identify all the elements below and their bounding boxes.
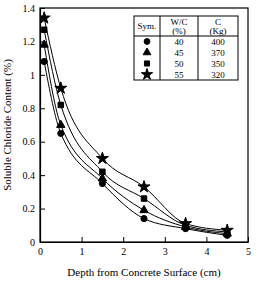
tick-mark: [40, 108, 45, 109]
tick-label: 1: [80, 246, 85, 257]
tick: 5: [246, 237, 251, 257]
legend-label: 45: [175, 48, 185, 58]
tick-mark: [248, 237, 249, 242]
marker: [96, 152, 108, 163]
tick-label: 5: [246, 246, 251, 257]
tick-mark: [40, 242, 45, 243]
tick: 1: [30, 70, 45, 81]
series-line: [44, 61, 227, 235]
plot: 01234500.20.40.60.811.21.4Sym.W/C(%)C(Kg…: [23, 3, 252, 257]
legend-header: Sym.: [138, 21, 157, 31]
legend-box: [134, 16, 238, 80]
legend-symbol: [144, 61, 149, 66]
tick-mark: [40, 8, 45, 9]
tick: 3: [163, 237, 168, 257]
tick: 1: [80, 237, 85, 257]
tick-label: 0.8: [23, 103, 36, 114]
tick-label: 0.2: [23, 203, 36, 214]
marker: [55, 82, 67, 93]
legend-label: 370: [211, 48, 225, 58]
tick-mark: [206, 237, 207, 242]
tick-mark: [40, 75, 45, 76]
tick-mark: [40, 175, 45, 176]
tick-label: 4: [204, 246, 209, 257]
tick: 4: [204, 237, 209, 257]
plot-frame: [40, 8, 248, 242]
tick: 0.8: [23, 103, 46, 114]
marker: [221, 224, 233, 235]
tick: 1.4: [23, 3, 46, 14]
legend-label: 50: [175, 59, 185, 69]
x-axis: 0 1 2 3 4 5: [38, 237, 251, 257]
legend-label: 55: [175, 70, 185, 80]
tick-mark: [123, 237, 124, 242]
axis-line: [40, 9, 41, 243]
legend-divider: [198, 16, 199, 80]
legend-label: 40: [175, 37, 185, 47]
tick: 0.4: [23, 170, 46, 181]
tick-label: 0: [38, 246, 43, 257]
tick-label: 0.4: [23, 170, 36, 181]
tick: 0: [30, 237, 45, 248]
marker: [140, 205, 148, 212]
tick-mark: [40, 142, 45, 143]
tick-label: 0: [30, 237, 35, 248]
tick-label: 1: [30, 70, 35, 81]
legend-symbol: [143, 48, 151, 55]
y-axis: 0 0.2 0.4 0.6 0.8 1 1.2 1.4: [23, 3, 46, 248]
marker: [58, 102, 63, 107]
marker: [57, 120, 65, 127]
marker: [141, 196, 146, 201]
tick-label: 3: [163, 246, 168, 257]
legend-label: 350: [211, 59, 225, 69]
chart: 01234500.20.40.60.811.21.4Sym.W/C(%)C(Kg…: [0, 0, 264, 284]
marker: [141, 216, 147, 222]
legend-divider: [160, 16, 161, 80]
legend-label: 320: [211, 70, 225, 80]
marker: [100, 169, 105, 174]
axis-line: [41, 242, 249, 243]
legend-header: (Kg): [210, 26, 227, 36]
marker: [180, 217, 192, 228]
tick-mark: [165, 237, 166, 242]
tick: 0.2: [23, 203, 46, 214]
legend-symbol: [141, 69, 152, 80]
marker: [138, 181, 150, 192]
tick-mark: [40, 209, 45, 210]
tick: 2: [121, 237, 126, 257]
x-axis-title: Depth from Concrete Surface (cm): [67, 266, 221, 279]
tick-label: 2: [121, 246, 126, 257]
legend: Sym.W/C(%)C(Kg)40400453705035055320: [134, 16, 238, 80]
legend-header: (%): [172, 26, 186, 36]
marker: [40, 12, 50, 23]
tick-label: 1.2: [23, 36, 36, 47]
tick-label: 0.6: [23, 136, 36, 147]
legend-label: 400: [211, 37, 225, 47]
y-axis-title: Soluble Chloride Content (%): [1, 59, 14, 191]
tick-label: 1.4: [23, 3, 36, 14]
tick: 0.6: [23, 136, 46, 147]
legend-symbol: [144, 39, 150, 45]
tick-mark: [82, 237, 83, 242]
